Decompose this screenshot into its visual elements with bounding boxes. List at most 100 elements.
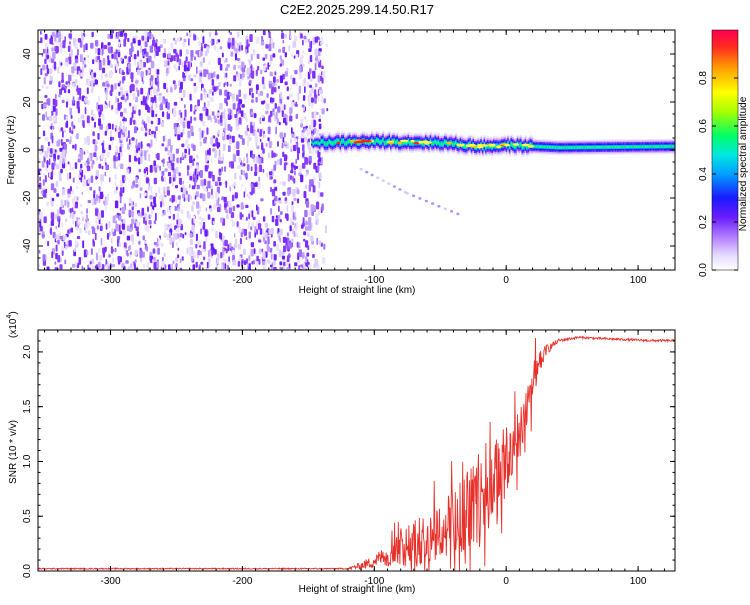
noise-speck (257, 128, 259, 133)
noise-speck (72, 144, 75, 149)
noise-speck (169, 206, 172, 214)
noise-speck (122, 70, 124, 76)
noise-speck (258, 239, 262, 243)
noise-speck (80, 72, 84, 77)
noise-speck (65, 57, 69, 63)
noise-speck (105, 223, 108, 230)
carrier-peak (424, 142, 430, 145)
noise-speck (297, 260, 300, 264)
noise-speck (169, 197, 172, 202)
noise-speck (310, 119, 314, 128)
noise-speck (322, 257, 326, 264)
noise-speck (88, 122, 91, 128)
noise-speck (222, 248, 225, 256)
noise-speck (108, 231, 111, 237)
carrier-cell (312, 143, 315, 146)
noise-speck (318, 172, 322, 178)
noise-speck (282, 255, 286, 260)
noise-speck (238, 134, 241, 138)
noise-speck (178, 58, 182, 66)
noise-speck (225, 72, 228, 78)
noise-speck (301, 63, 305, 67)
noise-speck (95, 252, 98, 261)
noise-speck (56, 209, 60, 217)
carrier-cell (546, 145, 549, 149)
noise-speck (288, 45, 291, 52)
noise-speck (300, 264, 304, 268)
noise-speck (289, 225, 292, 232)
noise-speck (126, 93, 129, 97)
noise-speck (278, 249, 282, 258)
noise-speck (125, 260, 129, 264)
carrier-cell (443, 140, 447, 144)
noise-speck (131, 46, 134, 52)
noise-speck (255, 155, 259, 164)
noise-speck (310, 235, 314, 242)
noise-speck (208, 171, 212, 179)
diagonal-trace-dot (456, 212, 460, 216)
noise-speck (55, 244, 58, 252)
carrier-peak (504, 143, 510, 147)
noise-speck (258, 258, 261, 265)
noise-speck (61, 188, 66, 196)
noise-speck (225, 58, 228, 63)
noise-speck (314, 36, 318, 43)
carrier-cell (513, 144, 516, 149)
noise-speck (41, 84, 44, 89)
noise-speck (229, 115, 232, 120)
noise-speck (271, 38, 274, 44)
noise-speck (115, 220, 117, 225)
carrier-cell (613, 145, 616, 149)
noise-speck (77, 218, 81, 225)
noise-speck (189, 175, 193, 181)
noise-speck (161, 260, 165, 269)
carrier-cell (580, 146, 583, 149)
noise-speck (250, 111, 254, 116)
noise-speck (189, 248, 192, 257)
noise-speck (80, 211, 83, 215)
noise-speck (242, 266, 245, 270)
noise-speck (44, 73, 48, 77)
noise-speck (184, 193, 188, 199)
noise-speck (272, 53, 276, 58)
noise-speck (196, 154, 199, 159)
noise-speck (149, 89, 153, 97)
noise-speck (259, 129, 263, 137)
noise-speck (283, 33, 287, 39)
noise-speck (238, 42, 242, 46)
noise-speck (69, 172, 72, 179)
noise-speck (237, 111, 239, 115)
noise-speck (267, 126, 271, 135)
noise-speck (155, 249, 158, 254)
noise-speck (246, 216, 248, 221)
noise-speck (58, 176, 62, 182)
noise-speck (207, 72, 211, 80)
noise-speck (76, 186, 79, 190)
noise-speck (166, 233, 170, 241)
noise-speck (39, 149, 42, 155)
noise-speck (110, 130, 112, 138)
x-tick-label: -300 (101, 576, 121, 587)
noise-speck (221, 196, 225, 201)
noise-speck (231, 93, 235, 99)
noise-speck (115, 146, 118, 154)
noise-speck (294, 262, 298, 267)
noise-speck (250, 242, 255, 248)
noise-speck (296, 147, 300, 154)
noise-speck (179, 116, 184, 125)
noise-speck (183, 117, 186, 121)
noise-speck (211, 187, 213, 196)
noise-speck (237, 73, 240, 81)
noise-speck (181, 193, 185, 199)
carrier-cell (350, 141, 353, 145)
noise-speck (225, 209, 229, 214)
noise-speck (53, 117, 57, 121)
diagonal-trace-dot (376, 176, 380, 180)
noise-speck (255, 220, 258, 226)
noise-speck (251, 99, 254, 103)
noise-speck (118, 260, 121, 265)
noise-speck (65, 81, 68, 85)
noise-speck (305, 240, 309, 248)
carrier-cell (453, 142, 456, 146)
noise-speck (243, 229, 247, 236)
